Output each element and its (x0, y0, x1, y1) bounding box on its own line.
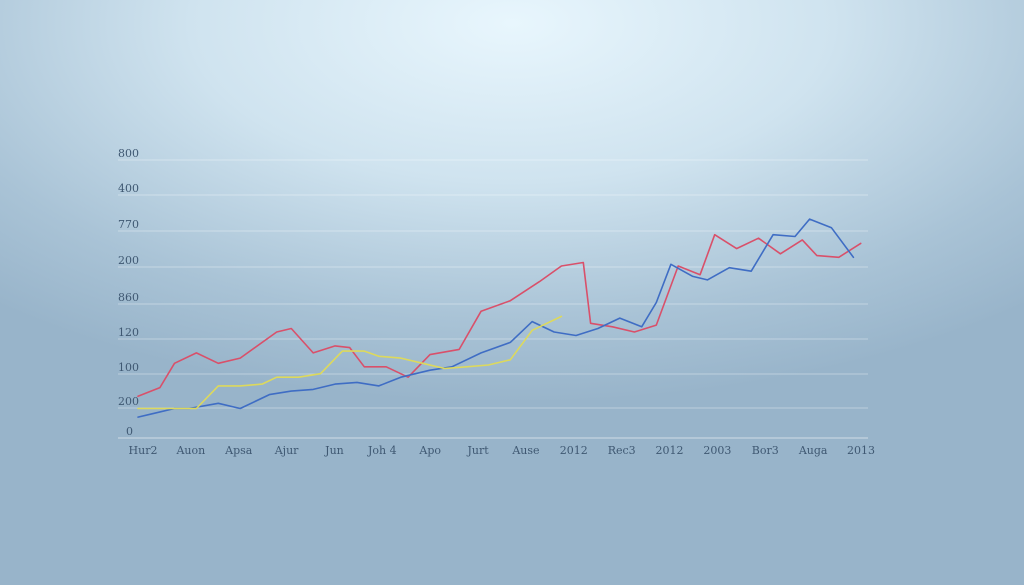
y-tick-label: 0 (126, 425, 133, 438)
x-tick-label: Bor3 (752, 444, 779, 457)
y-tick-label: 400 (118, 182, 139, 195)
y-tick-label: 800 (118, 147, 139, 160)
x-tick-label: Jurt (466, 444, 489, 457)
x-tick-label: 2003 (703, 444, 731, 457)
x-axis-tick-labels: Hur2 Auon Apsa Ajur Jun Joh 4 Apo Jurt Ause 2012 R… (129, 444, 875, 457)
x-tick-label: 2013 (847, 444, 875, 457)
x-tick-label: 2012 (656, 444, 684, 457)
x-tick-label: Auon (175, 444, 205, 457)
y-tick-label: 860 (118, 291, 139, 304)
x-tick-label: Jun (324, 444, 344, 457)
y-tick-label: 200 (118, 395, 139, 408)
y-tick-label: 100 (118, 361, 139, 374)
x-tick-label: Hur2 (129, 444, 158, 457)
y-tick-label: 120 (118, 326, 139, 339)
y-axis-tick-labels: 0 200 100 120 860 200 770 400 800 (118, 147, 139, 438)
x-tick-label: Rec3 (608, 444, 636, 457)
x-tick-label: Apo (418, 444, 441, 457)
gridlines (118, 159, 868, 439)
x-tick-label: Ajur (274, 444, 299, 457)
x-tick-label: Joh 4 (367, 444, 397, 457)
y-tick-label: 200 (118, 254, 139, 267)
series-line-3 (137, 315, 563, 410)
y-tick-label: 770 (118, 218, 139, 231)
x-tick-label: Auga (798, 444, 828, 457)
series-lines (137, 218, 862, 418)
x-tick-label: Apsa (224, 444, 253, 457)
x-tick-label: Ause (511, 444, 539, 457)
x-tick-label: 2012 (560, 444, 588, 457)
series-line-1 (137, 233, 862, 398)
series-line-2 (137, 218, 855, 418)
